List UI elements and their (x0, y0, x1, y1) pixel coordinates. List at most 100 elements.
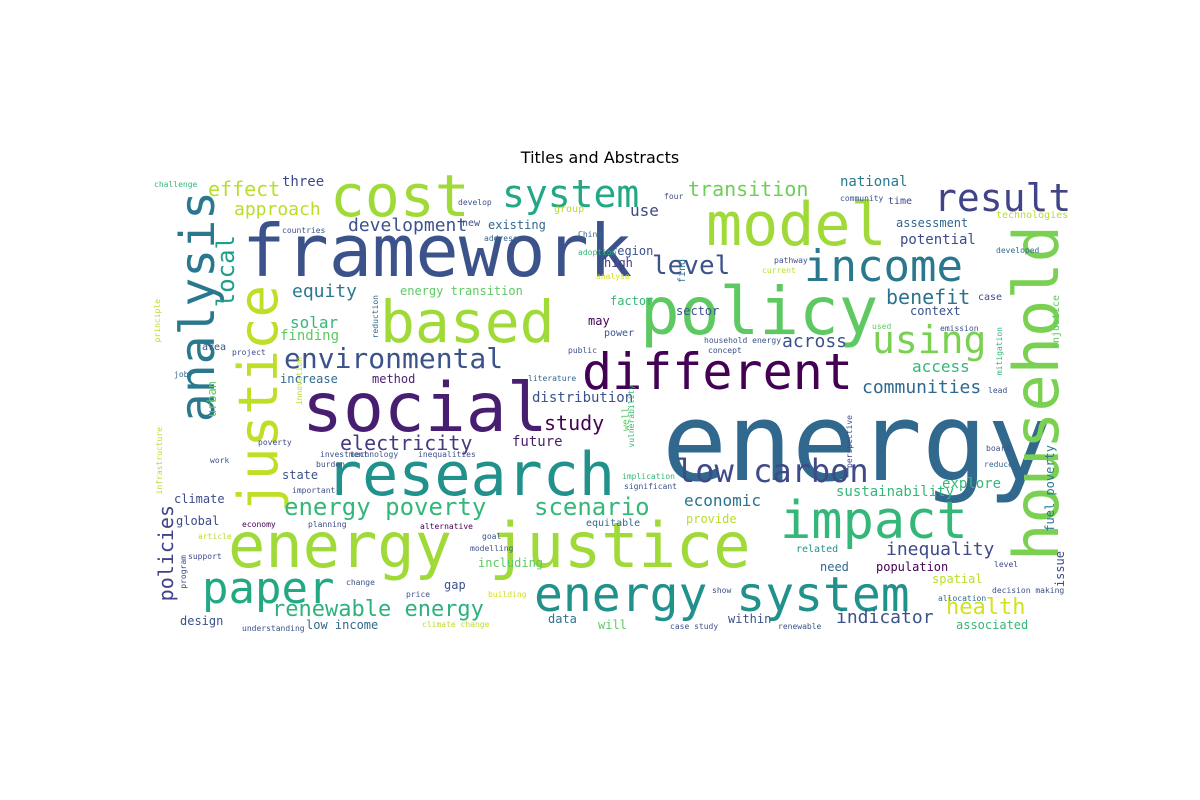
word-cloud-word: energy justice (228, 509, 751, 582)
word-cloud-word: used (872, 322, 892, 331)
word-cloud-word: time (888, 196, 913, 207)
word-cloud-word: technology (350, 450, 399, 459)
word-cloud-word: high (604, 256, 633, 270)
word-cloud-word: infrastructure (155, 427, 164, 495)
word-cloud-word: developed (996, 246, 1040, 255)
word-cloud-word: indicator (836, 607, 934, 628)
word-cloud-word: global (176, 514, 220, 528)
word-cloud-word: poverty (258, 438, 292, 447)
word-cloud-word: change (346, 578, 375, 587)
word-cloud-word: area (202, 342, 227, 353)
word-cloud-word: method (372, 372, 416, 386)
word-cloud-word: sustainability (836, 484, 955, 500)
word-cloud-word: policies (154, 505, 178, 602)
word-cloud: energy framework social energy justice polic… (150, 167, 1073, 635)
word-cloud-word: energy transition (400, 284, 523, 298)
word-cloud-word: four (664, 192, 684, 201)
word-cloud-word: based (380, 288, 555, 356)
word-cloud-word: will (598, 618, 627, 632)
word-cloud-word: investment (320, 450, 369, 459)
word-cloud-word: system (502, 172, 640, 216)
word-cloud-word: income (804, 241, 963, 292)
word-cloud-word: design (180, 614, 224, 628)
word-cloud-word: need (820, 560, 849, 574)
word-cloud-word: increase (280, 372, 338, 386)
word-cloud-word: burden (316, 460, 345, 469)
word-cloud-word: address (484, 234, 518, 243)
word-cloud-word: model (706, 190, 887, 260)
word-cloud-word: solar (290, 313, 339, 332)
word-cloud-word: energy (662, 381, 1053, 506)
word-cloud-word: current (762, 266, 796, 275)
word-cloud-word: national (840, 174, 908, 190)
word-cloud-word: principle (153, 299, 162, 343)
word-cloud-word: price (406, 590, 431, 599)
word-cloud-word: data (548, 612, 577, 626)
word-cloud-word: within (728, 612, 772, 626)
word-cloud-word: policy (640, 273, 879, 350)
word-cloud-word: household energy (704, 336, 782, 345)
word-cloud-word: renewable (778, 622, 822, 631)
word-cloud-word: related (796, 544, 839, 555)
word-cloud-word: support (188, 552, 222, 561)
word-cloud-word: framework (242, 209, 633, 293)
word-cloud-word: including (478, 556, 544, 570)
word-cloud-word: case (978, 292, 1003, 303)
word-cloud-word: study (544, 411, 605, 435)
word-cloud-word: innovation (295, 357, 304, 406)
chart-title: Titles and Abstracts (520, 148, 680, 167)
word-cloud-word: inequality (886, 539, 995, 560)
word-cloud-word: justice (227, 285, 290, 513)
word-cloud-word: transition (688, 177, 809, 201)
word-cloud-word: find (677, 259, 688, 284)
word-cloud-word: sector (676, 304, 720, 318)
word-cloud-word: group (554, 204, 585, 215)
word-cloud-word: understanding (242, 624, 305, 633)
word-cloud-word: benefit (886, 285, 971, 309)
word-cloud-word: scenario (534, 493, 650, 521)
word-cloud-word: pathway (774, 256, 808, 265)
word-cloud-word: board (986, 444, 1011, 453)
word-cloud-word: equity (292, 281, 358, 302)
word-cloud-word: different (582, 343, 853, 401)
word-cloud-word: potential (900, 232, 976, 248)
word-cloud-word: state (282, 468, 319, 482)
word-cloud-word: electricity (340, 431, 473, 455)
word-cloud-word: finding (280, 328, 340, 344)
word-cloud-word: modelling (470, 544, 514, 553)
word-cloud-word: implication (622, 472, 675, 481)
word-cloud-word: job (174, 370, 189, 379)
word-cloud-word: level (652, 251, 731, 281)
word-cloud-word: fuel poverty (1043, 445, 1057, 532)
word-cloud-word: existing (488, 218, 546, 232)
word-cloud-word: challenge (154, 180, 198, 189)
word-cloud-word: result (934, 176, 1072, 220)
word-cloud-word: low income (306, 618, 379, 632)
word-cloud-word: associated (956, 618, 1029, 632)
word-cloud-word: energy poverty (284, 493, 487, 521)
word-cloud-word: context (910, 304, 961, 318)
word-cloud-word: provide (686, 512, 737, 526)
word-cloud-word: decision making (992, 586, 1065, 595)
word-cloud-word: social (302, 369, 548, 448)
word-cloud-word: injustice (1051, 295, 1062, 350)
word-cloud-word: research (326, 440, 615, 510)
word-cloud-word: article (198, 532, 232, 541)
word-cloud-word: using (872, 318, 987, 362)
word-cloud-word: low carbon (676, 452, 869, 490)
word-cloud-word: use (630, 201, 659, 220)
word-cloud-word: community (840, 194, 884, 203)
word-cloud-word: spatial (932, 572, 983, 586)
word-cloud-word: climate (174, 492, 225, 506)
word-cloud-word: population (876, 560, 949, 574)
word-cloud-word: project (232, 348, 266, 357)
word-cloud-word: mitigation (995, 327, 1004, 376)
word-cloud-word: local (212, 235, 240, 308)
word-cloud-word: environmental (284, 342, 504, 375)
word-cloud-word: countries (282, 226, 326, 235)
word-cloud-word: effect (208, 177, 281, 201)
word-cloud-word: energy system (534, 567, 910, 623)
word-cloud-word: literature (528, 374, 577, 383)
word-cloud-word: analyse (596, 272, 630, 281)
word-cloud-word: lead (988, 386, 1008, 395)
